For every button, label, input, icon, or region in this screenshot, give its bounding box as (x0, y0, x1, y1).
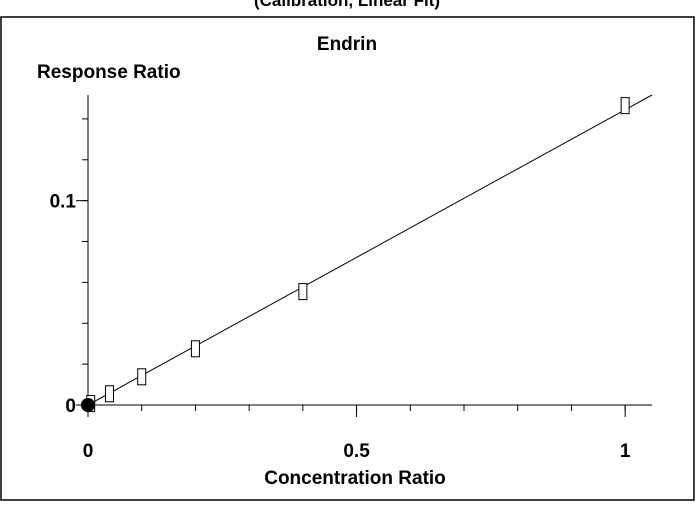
x-axis-label: Concentration Ratio (264, 468, 446, 489)
y-tick-label: 0 (65, 396, 76, 417)
data-point (621, 98, 629, 114)
data-point (105, 386, 113, 402)
x-tick-label: 1 (620, 441, 631, 462)
chart-title: Endrin (317, 34, 377, 55)
x-tick-label: 0.5 (343, 441, 370, 462)
x-tick-label: 0 (83, 441, 94, 462)
origin-point (81, 398, 95, 412)
y-tick-label: 0.1 (50, 192, 77, 213)
data-point (191, 341, 199, 357)
y-axis-label: Response Ratio (37, 62, 181, 83)
chart-frame (1, 17, 694, 500)
data-point (138, 369, 146, 385)
data-point (299, 284, 307, 300)
chart-top-caption: (Calibration, Linear Fit) (254, 0, 440, 10)
